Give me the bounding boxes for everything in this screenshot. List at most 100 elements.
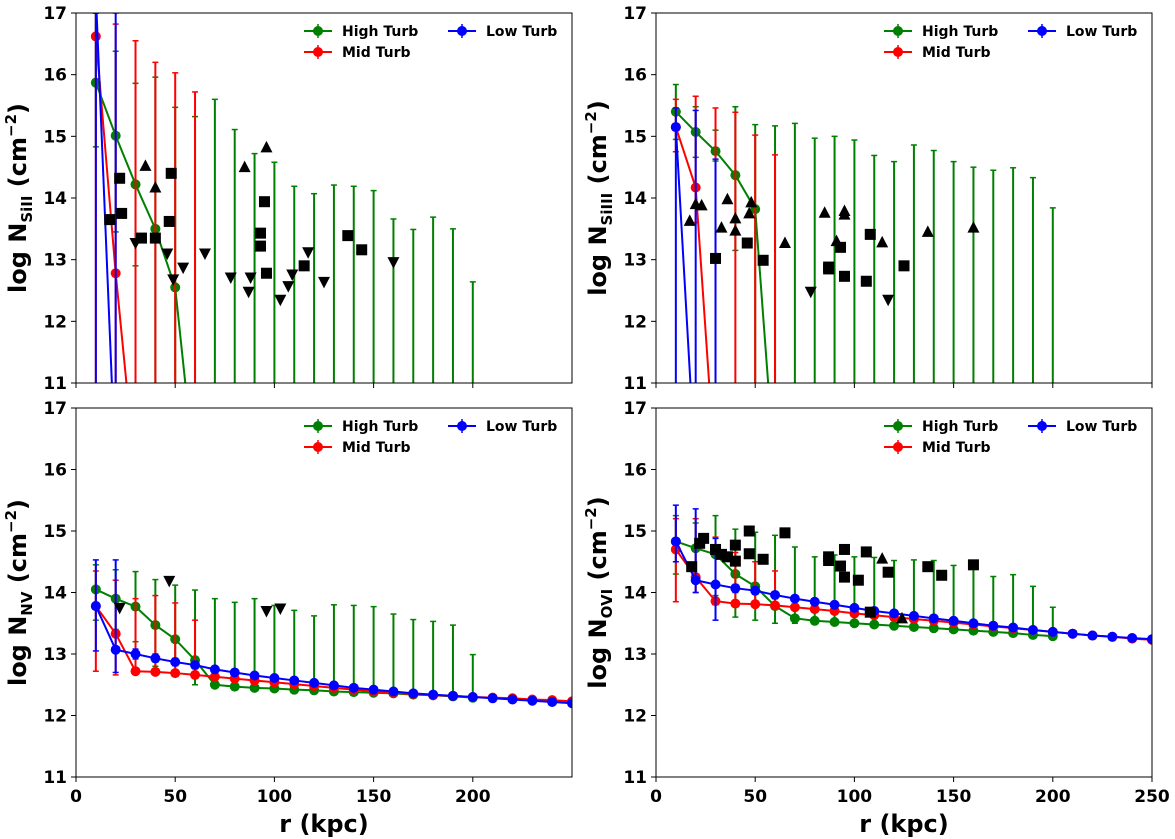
data-point bbox=[130, 649, 141, 659]
plot-area bbox=[670, 83, 1056, 383]
series-low-turb bbox=[90, 559, 572, 709]
y-axis-label: log NSiIII (cm−2) bbox=[582, 100, 616, 296]
y-tick-label: 13 bbox=[623, 645, 647, 665]
legend-marker bbox=[313, 421, 323, 431]
x-tick-label: 150 bbox=[356, 787, 392, 807]
data-point bbox=[209, 679, 220, 690]
data-point bbox=[428, 689, 439, 700]
observations bbox=[113, 575, 287, 618]
data-point bbox=[90, 601, 101, 612]
legend-label: High Turb bbox=[342, 419, 418, 435]
legend: High Turb Low Turb Mid Turb bbox=[304, 24, 557, 61]
data-point bbox=[730, 598, 741, 609]
y-tick-label: 17 bbox=[43, 399, 67, 419]
legend-label: High Turb bbox=[922, 24, 998, 40]
series-high-turb bbox=[670, 514, 1058, 642]
observations bbox=[104, 140, 400, 307]
obs-triangle-down bbox=[113, 602, 126, 615]
data-point bbox=[408, 688, 419, 699]
data-point bbox=[170, 668, 181, 679]
data-point bbox=[110, 644, 121, 655]
legend-label: Low Turb bbox=[486, 419, 557, 435]
obs-square bbox=[298, 260, 310, 272]
legend-item-mid-turb: Mid Turb bbox=[304, 440, 411, 456]
panel-siii: 11 12 13 14 15 16 17 log NSiII (cm−2) High Turb L… bbox=[2, 4, 573, 394]
obs-square bbox=[721, 551, 733, 563]
y-tick-label: 16 bbox=[623, 66, 647, 86]
y-tick-label: 12 bbox=[43, 707, 67, 727]
series-line bbox=[675, 110, 770, 383]
series-low-turb bbox=[670, 107, 719, 383]
obs-square bbox=[967, 559, 979, 571]
obs-square bbox=[838, 571, 850, 583]
data-point bbox=[328, 680, 339, 691]
legend-item-low-turb: Low Turb bbox=[448, 419, 557, 435]
legend-item-high-turb: High Turb bbox=[884, 419, 998, 435]
legend-label: Low Turb bbox=[1066, 419, 1137, 435]
axes-frame bbox=[655, 407, 1153, 778]
obs-triangle-up bbox=[921, 225, 934, 237]
data-point bbox=[928, 613, 939, 624]
y-tick-label: 12 bbox=[43, 312, 67, 332]
obs-triangle-down bbox=[224, 272, 237, 285]
obs-triangle-down bbox=[129, 238, 142, 250]
obs-square bbox=[698, 532, 710, 544]
obs-triangle-down bbox=[286, 269, 299, 281]
panel-nv: 11 12 13 14 15 16 17 0 50 100 150 200 log NNV (cm−2)… bbox=[2, 399, 573, 838]
y-axis-label: log NOVI (cm−2) bbox=[582, 496, 616, 688]
data-point bbox=[750, 585, 761, 596]
obs-square bbox=[936, 569, 948, 581]
data-point bbox=[209, 664, 220, 675]
y-tick-label: 14 bbox=[43, 584, 67, 604]
data-point bbox=[249, 670, 260, 681]
obs-triangle-up bbox=[838, 208, 851, 220]
obs-square bbox=[757, 553, 769, 565]
obs-square bbox=[710, 252, 722, 264]
legend-item-mid-turb: Mid Turb bbox=[304, 45, 411, 61]
data-point bbox=[1087, 630, 1098, 641]
data-point bbox=[869, 619, 880, 630]
series-mid-turb bbox=[670, 95, 779, 383]
data-point bbox=[527, 695, 538, 706]
obs-triangle-up bbox=[876, 235, 889, 248]
axes-frame bbox=[655, 12, 1153, 384]
obs-square bbox=[823, 551, 835, 563]
y-tick-label: 15 bbox=[623, 522, 647, 542]
y-tick-label: 14 bbox=[623, 584, 647, 604]
obs-triangle-down bbox=[804, 286, 817, 299]
x-tick-label: 50 bbox=[163, 787, 187, 807]
data-point bbox=[190, 669, 201, 680]
obs-triangle-down bbox=[274, 603, 287, 615]
obs-square bbox=[743, 548, 755, 560]
data-point bbox=[447, 690, 458, 701]
obs-triangle-up bbox=[729, 224, 742, 236]
obs-square bbox=[356, 244, 368, 256]
legend-label: Low Turb bbox=[486, 24, 557, 40]
data-point bbox=[829, 599, 840, 610]
data-point bbox=[269, 672, 280, 683]
x-tick-label: 0 bbox=[650, 787, 662, 807]
obs-square bbox=[741, 237, 753, 249]
obs-square bbox=[864, 606, 876, 618]
obs-triangle-down bbox=[274, 294, 287, 307]
y-tick-label: 11 bbox=[623, 374, 647, 394]
legend: High Turb Low Turb Mid Turb bbox=[884, 24, 1137, 61]
data-point bbox=[249, 682, 260, 693]
obs-triangle-up bbox=[745, 195, 758, 208]
data-point bbox=[209, 671, 220, 682]
y-tick-label: 15 bbox=[43, 522, 67, 542]
obs-square bbox=[149, 232, 161, 244]
x-tick-label: 0 bbox=[70, 787, 82, 807]
x-tick-label: 100 bbox=[257, 787, 293, 807]
panel-siiii: 11 12 13 14 15 16 17 log NSiIII (cm−2) High Turb… bbox=[582, 4, 1153, 394]
y-tick-label: 15 bbox=[43, 127, 67, 147]
obs-square bbox=[852, 574, 864, 586]
data-point bbox=[948, 615, 959, 626]
data-point bbox=[190, 660, 201, 671]
series-line bbox=[95, 13, 113, 383]
obs-square bbox=[882, 566, 894, 578]
x-tick-label: 200 bbox=[1035, 787, 1071, 807]
data-point bbox=[1107, 631, 1118, 642]
obs-square bbox=[823, 263, 835, 275]
data-point bbox=[150, 666, 161, 677]
